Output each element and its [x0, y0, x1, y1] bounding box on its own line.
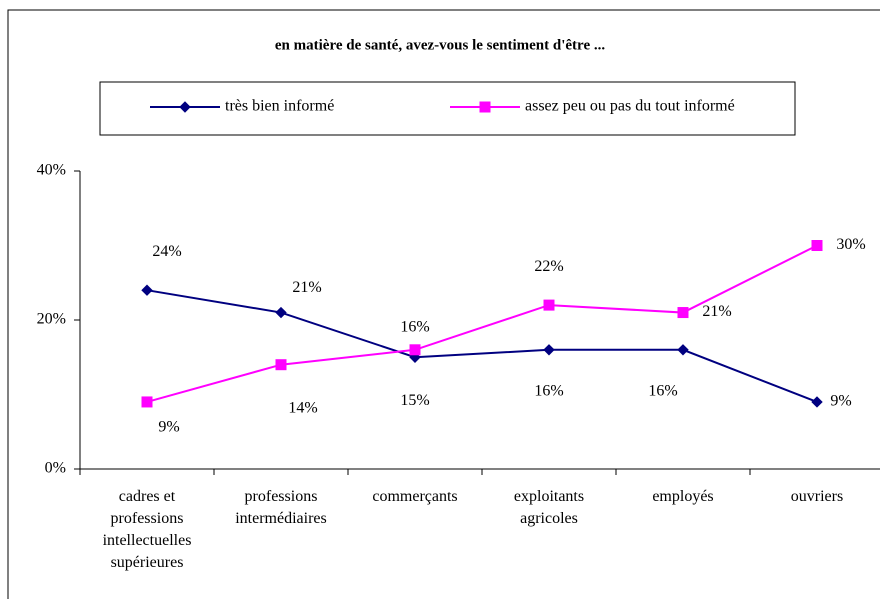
- data-label: 9%: [158, 419, 179, 436]
- data-label: 21%: [702, 303, 731, 320]
- x-tick-label: cadres et professions intellectuelles su…: [102, 488, 192, 571]
- y-tick-label: 20%: [37, 311, 66, 328]
- legend-box: [99, 81, 796, 136]
- point: [811, 396, 823, 408]
- data-label: 9%: [830, 393, 851, 410]
- point: [543, 299, 555, 311]
- legend-marker: [179, 101, 191, 113]
- point: [141, 396, 153, 408]
- chart-frame: [7, 9, 880, 599]
- data-label: 15%: [400, 392, 429, 409]
- point: [811, 240, 823, 251]
- data-label: 30%: [836, 236, 865, 253]
- data-label: 16%: [400, 318, 429, 335]
- series-line: [146, 289, 818, 403]
- legend-label: très bien informé: [225, 98, 334, 115]
- data-label: 21%: [292, 279, 321, 296]
- chart-title: en matière de santé, avez-vous le sentim…: [275, 37, 605, 53]
- x-tick-label: exploitants agricoles: [513, 488, 585, 527]
- x-tick-label: professions intermédiaires: [235, 488, 327, 527]
- legend-marker: [479, 101, 491, 113]
- point: [409, 344, 421, 356]
- series-line: [146, 244, 818, 403]
- data-label: 22%: [534, 258, 563, 275]
- data-label: 14%: [288, 399, 317, 416]
- x-tick-label: ouvriers: [790, 488, 844, 505]
- point: [677, 344, 689, 356]
- legend-label: assez peu ou pas du tout informé: [525, 98, 735, 115]
- point: [141, 284, 153, 296]
- x-tick-label: employés: [652, 488, 714, 505]
- x-tick-label: commerçants: [372, 488, 458, 505]
- point: [275, 359, 287, 371]
- data-label: 24%: [152, 243, 181, 260]
- data-label: 16%: [534, 382, 563, 399]
- data-label: 16%: [648, 382, 677, 399]
- point: [677, 307, 689, 319]
- point: [543, 344, 555, 356]
- point: [275, 306, 287, 319]
- y-tick-label: 0%: [45, 460, 66, 477]
- y-tick-label: 40%: [37, 162, 66, 179]
